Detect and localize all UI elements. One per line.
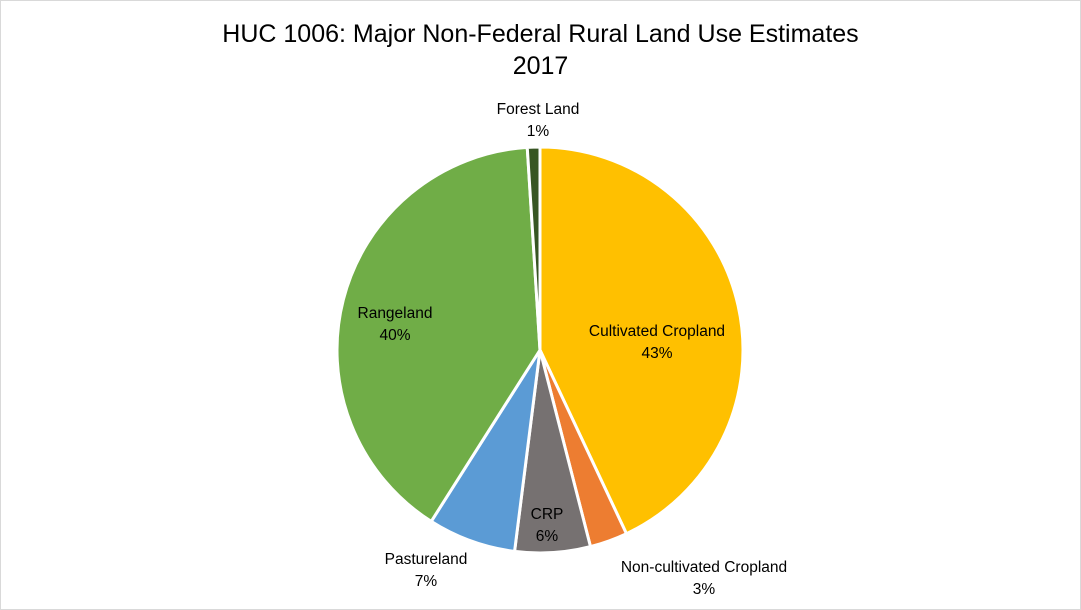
label-value-forest-land: 1% [527,123,550,140]
label-forest-land: Forest Land 1% [497,101,580,140]
slice-cultivated-cropland [538,145,745,536]
chart-title: HUC 1006: Major Non-Federal Rural Land U… [0,18,1081,82]
label-pastureland: Pastureland 7% [385,551,468,590]
slice-rangeland [335,145,542,523]
chart-title-year: 2017 [512,52,569,80]
label-name-rangeland: Rangeland [358,305,433,322]
label-non-cultivated-cropland: Non-cultivated Cropland 3% [621,559,787,598]
label-value-non-cultivated-cropland: 3% [693,581,716,598]
label-value-rangeland: 40% [379,327,410,344]
label-cultivated-cropland: Cultivated Cropland 43% [589,323,725,362]
label-name-pastureland: Pastureland [385,551,468,568]
label-rangeland: Rangeland 40% [358,305,433,344]
label-name-crp: CRP [531,506,564,523]
label-crp: CRP 6% [531,506,564,545]
chart-title-main: HUC 1006: Major Non-Federal Rural Land U… [222,20,859,48]
label-name-forest-land: Forest Land [497,101,580,118]
label-name-non-cultivated-cropland: Non-cultivated Cropland [621,559,787,576]
label-value-pastureland: 7% [415,573,438,590]
slice-forest-land [525,145,542,352]
label-value-crp: 6% [536,528,559,545]
label-value-cultivated-cropland: 43% [641,345,672,362]
label-name-cultivated-cropland: Cultivated Cropland [589,323,725,340]
